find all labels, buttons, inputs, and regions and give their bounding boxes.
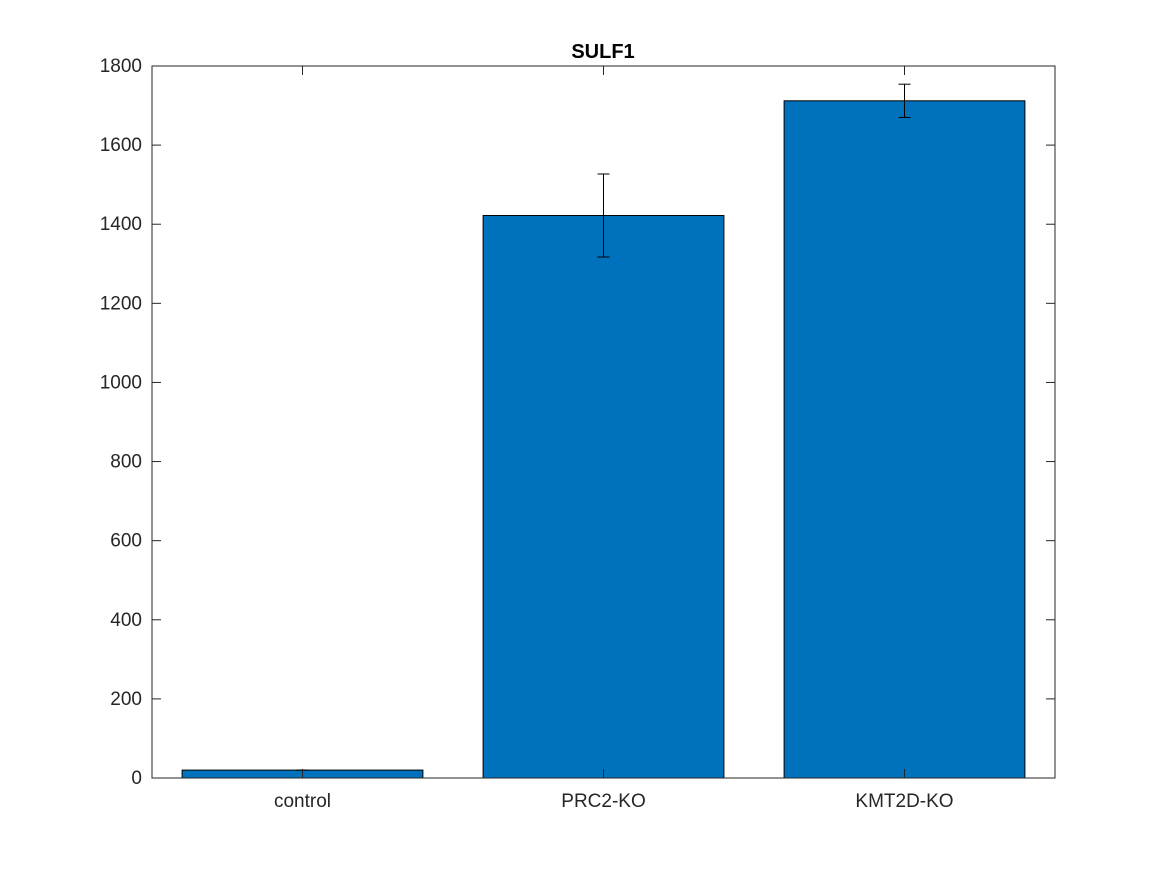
ticks-layer xyxy=(152,65,1055,779)
y-tick-label: 400 xyxy=(110,610,142,631)
bar-kmt2d-ko xyxy=(783,100,1026,779)
y-tick-label: 600 xyxy=(110,531,142,552)
y-tick-label: 1400 xyxy=(100,214,142,235)
y-tick-label: 1600 xyxy=(100,135,142,156)
chart-title: SULF1 xyxy=(571,41,634,63)
x-tick-labels: control PRC2-KO KMT2D-KO xyxy=(274,791,954,812)
y-tick-label: 1000 xyxy=(100,372,142,393)
x-tick-label: PRC2-KO xyxy=(561,791,645,812)
y-tick-label: 800 xyxy=(110,452,142,473)
x-tick-label: control xyxy=(274,791,331,812)
y-tick-label: 0 xyxy=(131,768,142,789)
bars-layer xyxy=(181,100,1026,779)
y-tick-labels: 0 200 400 600 800 1000 1200 1400 1600 1800 xyxy=(100,56,142,789)
y-tick-label: 1800 xyxy=(100,56,142,77)
x-tick-label: KMT2D-KO xyxy=(855,791,953,812)
bar-prc2-ko xyxy=(482,215,725,779)
y-tick-label: 1200 xyxy=(100,293,142,314)
y-tick-label: 200 xyxy=(110,689,142,710)
